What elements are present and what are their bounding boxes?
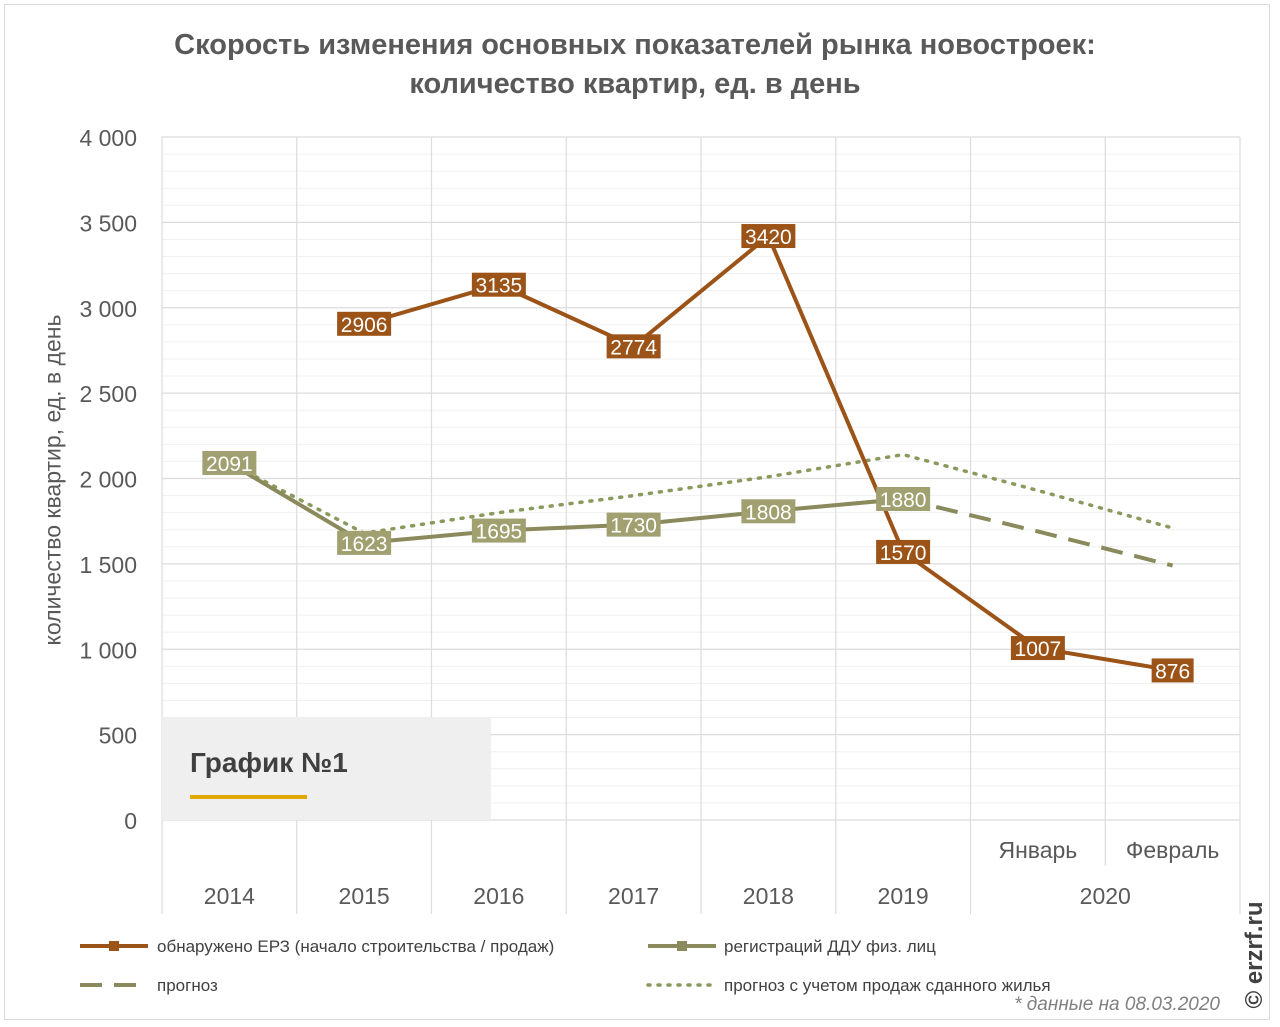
legend-label-forecast: прогноз — [157, 976, 218, 995]
chart-frame — [4, 4, 1270, 1020]
badge-underline — [190, 795, 307, 799]
data-label-box — [876, 539, 931, 564]
x-tick-label: 2019 — [878, 883, 929, 909]
data-label-box — [741, 224, 796, 249]
data-label: 1623 — [341, 533, 388, 556]
data-label: 1880 — [880, 489, 927, 512]
x-tick-label: 2018 — [743, 883, 794, 909]
watermark-text: © erzrf.ru — [1241, 901, 1268, 1009]
data-label-box — [337, 311, 392, 336]
y-axis-ticks: 0 500 1 000 1 500 2 000 2 500 3 000 3 500 4 000 — [79, 125, 137, 834]
data-label: 1007 — [1015, 638, 1062, 661]
data-label: 1570 — [880, 542, 927, 565]
data-label: 3420 — [745, 226, 792, 249]
data-label: 2091 — [206, 453, 253, 476]
data-label-box — [471, 518, 526, 543]
data-labels: 2091 1623 1695 1730 1808 1880 2906 3135 2774 3420… — [202, 224, 1194, 683]
badge-text: График №1 — [190, 747, 348, 778]
data-label: 1695 — [476, 521, 523, 544]
y-tick-label: 2 000 — [79, 467, 137, 493]
data-label-box — [741, 499, 796, 524]
data-label-box — [1010, 636, 1065, 661]
x-tick-label: 2014 — [204, 883, 255, 909]
data-label-box — [606, 334, 661, 359]
x-group-label: 2020 — [1080, 883, 1131, 909]
series-line-dashed — [902, 497, 1174, 568]
legend-label-ddu: регистраций ДДУ физ. лиц — [724, 937, 936, 956]
chart-title-line2: количество квартир, ед. в день — [409, 68, 861, 100]
chart-badge: График №1 — [162, 717, 491, 820]
legend-marker — [109, 941, 119, 951]
data-label: 2774 — [610, 336, 657, 359]
y-tick-label: 1 500 — [79, 552, 137, 578]
x-tick-label: 2017 — [608, 883, 659, 909]
legend-symbols — [80, 941, 718, 987]
data-label-box — [876, 486, 931, 511]
y-tick-label: 4 000 — [79, 125, 137, 151]
major-gridlines — [161, 136, 1241, 914]
data-label: 1808 — [745, 501, 792, 524]
y-tick-label: 3 500 — [79, 210, 137, 236]
chart-title-line1: Скорость изменения основных показателей … — [174, 29, 1096, 61]
legend-marker — [677, 941, 687, 951]
y-tick-label: 3 000 — [79, 296, 137, 322]
data-label: 1730 — [610, 515, 657, 538]
data-label-box — [202, 450, 257, 475]
x-tick-label: Январь — [998, 837, 1077, 863]
data-label-box — [606, 512, 661, 537]
data-label: 876 — [1155, 660, 1190, 683]
chart-title: Скорость изменения основных показателей … — [0, 26, 1270, 104]
x-tick-label: Февраль — [1126, 837, 1219, 863]
y-tick-label: 2 500 — [79, 381, 137, 407]
legend-label-forecast-sold: прогноз с учетом продаж сданного жилья — [724, 976, 1051, 995]
y-tick-label: 0 — [124, 808, 137, 834]
y-tick-label: 500 — [99, 723, 137, 749]
data-label-box — [337, 530, 392, 555]
data-date-note: * данные на 08.03.2020 — [1014, 994, 1220, 1015]
series-line-solid-brown — [363, 234, 1173, 673]
data-label-box — [471, 272, 526, 297]
legend-label-erz: обнаружено ЕРЗ (начало строительства / п… — [157, 937, 555, 956]
data-label: 3135 — [476, 275, 523, 298]
x-tick-label: 2015 — [339, 883, 390, 909]
data-label-box — [1151, 658, 1194, 683]
data-label: 2906 — [341, 314, 388, 337]
y-tick-label: 1 000 — [79, 637, 137, 663]
x-tick-label: 2016 — [473, 883, 524, 909]
series-line-dotted — [227, 452, 1175, 535]
x-axis: 2014 2015 2016 2017 2018 2019 Январь Февраль 202… — [204, 837, 1220, 909]
